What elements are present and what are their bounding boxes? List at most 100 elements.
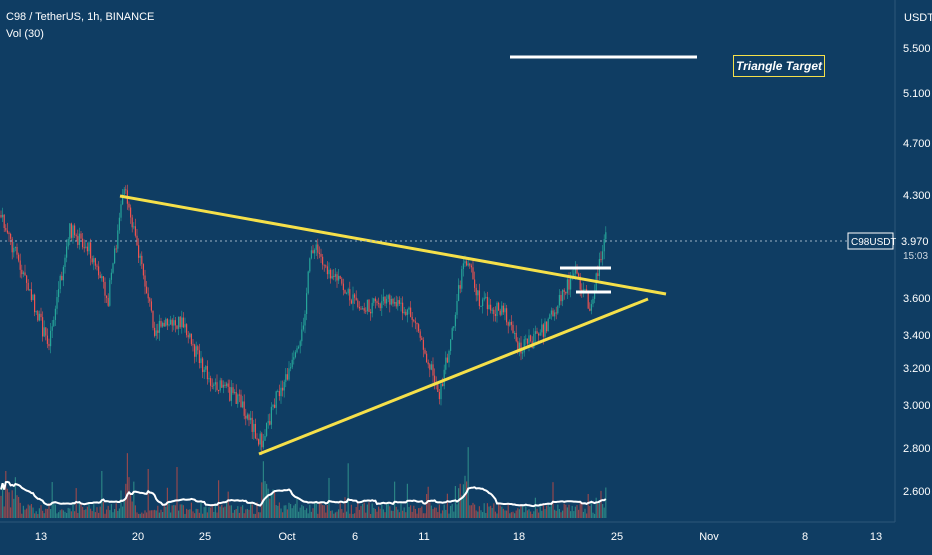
volume-bar xyxy=(43,513,45,518)
price-axis[interactable]: USDT 5.500 5.100 4.700 4.300 3.600 3.400 3.200… xyxy=(894,0,932,522)
volume-bar xyxy=(302,506,304,518)
volume-bar xyxy=(346,511,348,518)
candle-body xyxy=(42,317,44,337)
candle-body xyxy=(563,289,565,292)
candle-body xyxy=(362,308,364,310)
candle-body xyxy=(211,385,213,387)
candle-body xyxy=(544,321,546,337)
candle-body xyxy=(210,378,212,386)
volume-bar xyxy=(192,511,194,518)
volume-bar xyxy=(3,506,5,518)
volume-bar xyxy=(600,490,602,518)
candle-body xyxy=(394,301,396,304)
candle-body xyxy=(90,242,92,259)
candle-body xyxy=(18,254,20,261)
candle-body xyxy=(83,247,85,249)
candle-body xyxy=(475,287,477,296)
price-tick-label: 5.100 xyxy=(903,88,931,100)
candle-body xyxy=(8,232,10,234)
time-tick-label: 8 xyxy=(802,531,808,543)
volume-bar xyxy=(293,505,295,518)
volume-bar xyxy=(584,508,586,518)
candle-body xyxy=(173,320,175,326)
volume-bar xyxy=(432,509,434,518)
volume-bar xyxy=(99,506,101,518)
volume-bar xyxy=(224,506,226,518)
volume-bar xyxy=(219,506,221,518)
volume-bar xyxy=(35,511,37,518)
candle-body xyxy=(48,343,50,347)
candle-body xyxy=(597,273,599,277)
volume-bar xyxy=(13,498,15,518)
candle-body xyxy=(237,394,239,404)
volume-bar xyxy=(554,509,556,518)
volume-bar xyxy=(571,505,573,518)
volume-bar xyxy=(370,513,372,518)
candle-body xyxy=(390,298,392,305)
volume-bar xyxy=(61,509,63,518)
volume-bar xyxy=(382,509,384,518)
volume-bar xyxy=(430,505,432,518)
candle-body xyxy=(494,313,496,316)
volume-bar xyxy=(91,511,93,518)
candle-body xyxy=(19,260,21,270)
volume-bar xyxy=(155,510,157,518)
candle-body xyxy=(328,269,330,275)
candle-body xyxy=(528,335,530,344)
candle-body xyxy=(472,267,474,280)
volume-bar xyxy=(576,505,578,518)
candle-body xyxy=(568,279,570,290)
candle-body xyxy=(290,367,292,369)
candle-body xyxy=(605,232,607,240)
candle-body xyxy=(546,321,548,332)
triangle-target-label[interactable]: Triangle Target xyxy=(733,55,825,77)
candle-body xyxy=(230,387,232,401)
candle-body xyxy=(469,263,471,266)
volume-bar xyxy=(160,509,162,518)
volume-bar xyxy=(424,513,426,518)
time-tick-label: 25 xyxy=(611,531,623,543)
volume-bar xyxy=(170,512,172,518)
volume-bar xyxy=(10,507,12,518)
volume-bar xyxy=(259,512,261,518)
volume-bar xyxy=(51,482,53,518)
volume-bar xyxy=(72,503,74,518)
volume-bar xyxy=(315,502,317,518)
volume-bar xyxy=(90,508,92,518)
volume-bar xyxy=(58,512,60,518)
volume-bar xyxy=(400,502,402,518)
candle-body xyxy=(157,330,159,333)
volume-bar xyxy=(202,513,204,518)
volume-bar xyxy=(499,505,501,518)
volume-bar xyxy=(598,500,600,518)
candle-body xyxy=(587,291,589,309)
volume-ma-line xyxy=(0,480,607,508)
candle-body xyxy=(136,235,138,246)
candle-body xyxy=(243,401,245,416)
volume-bar xyxy=(203,507,205,518)
volume-bar xyxy=(272,489,274,518)
volume-bar xyxy=(198,512,200,518)
time-axis[interactable]: 13 20 25 Oct 6 11 18 25 Nov 8 13 xyxy=(0,521,895,543)
candle-body xyxy=(115,248,117,250)
candle-body xyxy=(264,435,266,441)
triangle-lower-trendline[interactable] xyxy=(258,297,649,456)
volume-bar xyxy=(149,510,151,518)
candle-body xyxy=(430,364,432,370)
candle-body xyxy=(262,440,264,448)
volume-bar xyxy=(358,509,360,518)
volume-bar xyxy=(605,487,607,518)
candle-body xyxy=(379,303,381,309)
volume-bar xyxy=(126,453,128,518)
volume-bar xyxy=(363,502,365,518)
triangle-upper-trendline[interactable] xyxy=(119,194,667,296)
volume-bar xyxy=(592,512,594,518)
candle-body xyxy=(342,283,344,291)
volume-bar xyxy=(512,511,514,518)
volume-bar xyxy=(552,482,554,518)
candle-body xyxy=(459,285,461,289)
volume-bar xyxy=(251,504,253,518)
volume-bar xyxy=(371,503,373,518)
